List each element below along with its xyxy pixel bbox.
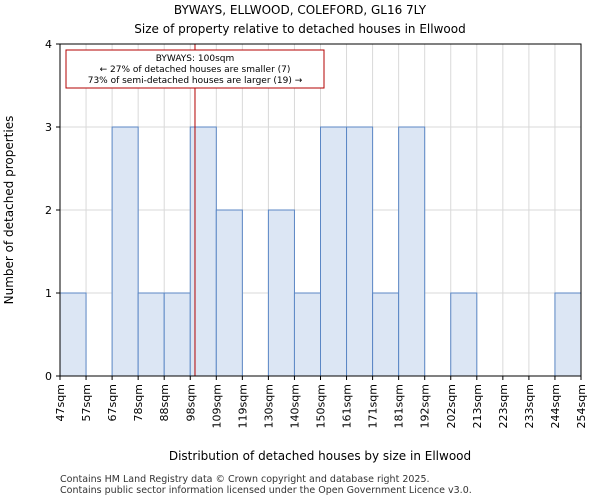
bar bbox=[189, 126, 217, 377]
footer-line-2: Contains public sector information licen… bbox=[60, 485, 472, 496]
x-tick-label: 254sqm bbox=[575, 384, 588, 428]
bar bbox=[215, 209, 243, 377]
x-tick-label: 244sqm bbox=[549, 384, 562, 428]
annotation-box: BYWAYS: 100sqm ← 27% of detached houses … bbox=[65, 49, 325, 89]
bar bbox=[320, 126, 348, 377]
x-tick-label: 98sqm bbox=[184, 384, 197, 421]
bar bbox=[372, 292, 400, 377]
y-tick-label: 3 bbox=[45, 121, 52, 134]
bar bbox=[346, 126, 374, 377]
x-tick-label: 161sqm bbox=[341, 384, 354, 428]
bar bbox=[554, 292, 582, 377]
y-tick-label: 4 bbox=[45, 38, 52, 51]
x-tick-label: 57sqm bbox=[80, 384, 93, 421]
x-tick-label: 47sqm bbox=[54, 384, 67, 421]
annotation-frame bbox=[65, 49, 325, 89]
bar bbox=[163, 292, 191, 377]
chart-title: BYWAYS, ELLWOOD, COLEFORD, GL16 7LY bbox=[174, 3, 427, 17]
x-tick-label: 130sqm bbox=[262, 384, 275, 428]
x-tick-label: 78sqm bbox=[132, 384, 145, 421]
y-axis-ticks: 0 1 2 3 4 bbox=[45, 38, 60, 383]
x-tick-label: 213sqm bbox=[471, 384, 484, 428]
x-tick-label: 150sqm bbox=[315, 384, 328, 428]
x-tick-label: 67sqm bbox=[106, 384, 119, 421]
bar bbox=[59, 292, 87, 377]
bar bbox=[398, 126, 426, 377]
x-tick-label: 171sqm bbox=[367, 384, 380, 428]
x-axis-title: Distribution of detached houses by size … bbox=[169, 449, 471, 463]
bar bbox=[267, 209, 295, 377]
x-tick-label: 181sqm bbox=[393, 384, 406, 428]
annotation-line-3: 73% of semi-detached houses are larger (… bbox=[88, 76, 303, 86]
bar bbox=[111, 126, 139, 377]
x-axis-ticks: 47sqm 57sqm 67sqm 78sqm 88sqm 98sqm 109sqm 119s… bbox=[54, 376, 588, 428]
y-tick-label: 0 bbox=[45, 370, 52, 383]
annotation-line-2: ← 27% of detached houses are smaller (7) bbox=[100, 65, 291, 75]
annotation-line-1: BYWAYS: 100sqm bbox=[156, 54, 235, 64]
chart-subtitle: Size of property relative to detached ho… bbox=[134, 22, 465, 36]
x-tick-label: 119sqm bbox=[236, 384, 249, 428]
x-tick-label: 88sqm bbox=[158, 384, 171, 421]
bar bbox=[137, 292, 165, 377]
x-tick-label: 140sqm bbox=[288, 384, 301, 428]
footer-line-1: Contains HM Land Registry data © Crown c… bbox=[60, 474, 430, 485]
y-tick-label: 2 bbox=[45, 204, 52, 217]
x-tick-label: 192sqm bbox=[419, 384, 432, 428]
x-tick-label: 202sqm bbox=[445, 384, 458, 428]
x-tick-label: 233sqm bbox=[523, 384, 536, 428]
y-axis-title: Number of detached properties bbox=[2, 116, 16, 305]
bar bbox=[450, 292, 478, 377]
y-tick-label: 1 bbox=[45, 287, 52, 300]
x-tick-label: 223sqm bbox=[497, 384, 510, 428]
x-tick-label: 109sqm bbox=[210, 384, 223, 428]
bar bbox=[293, 292, 322, 377]
